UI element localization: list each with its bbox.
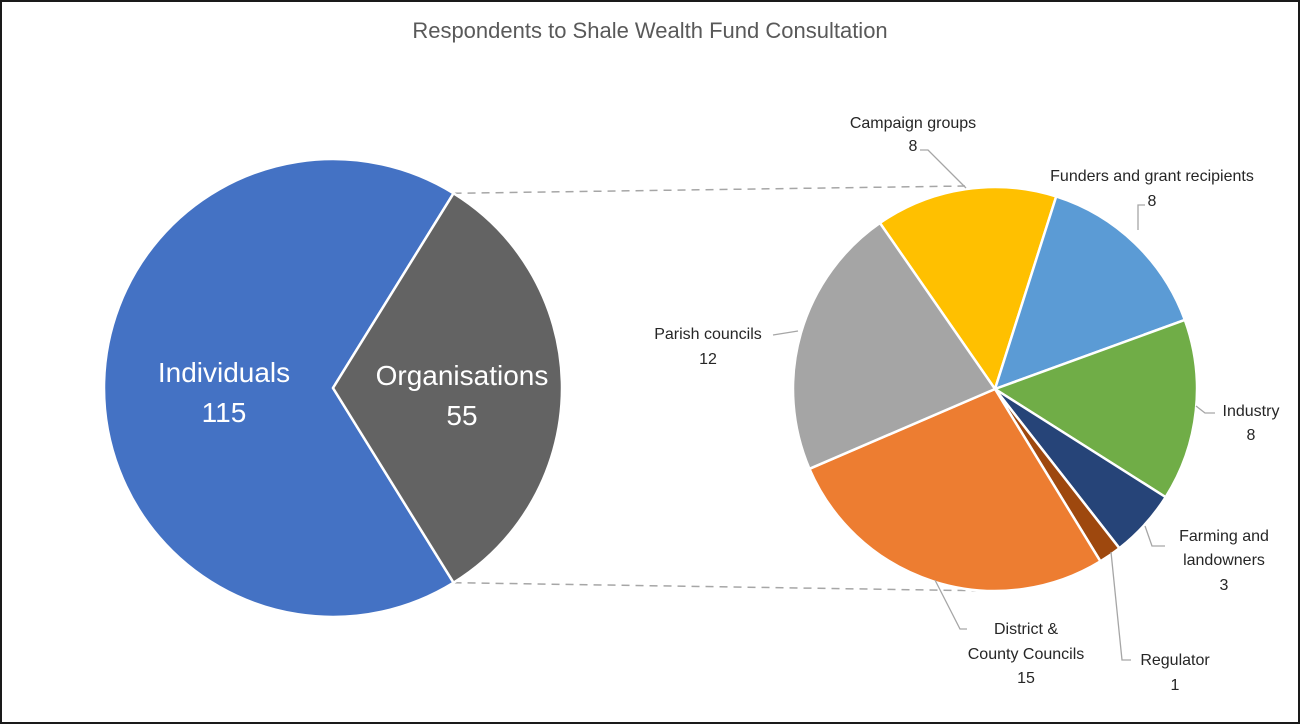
- connector-lines: [453, 185, 996, 592]
- label-parish-value: 12: [699, 351, 717, 368]
- slice-parish-councils: [791, 221, 997, 471]
- label-regulator-value: 1: [1171, 677, 1180, 694]
- label-individuals-name: Individuals: [158, 357, 290, 388]
- label-funders-value: 8: [1148, 193, 1157, 210]
- leader-industry: [1195, 405, 1215, 414]
- label-farming-value: 3: [1220, 577, 1229, 594]
- leader-farming: [1144, 525, 1165, 547]
- label-district-line2: County Councils: [968, 646, 1085, 663]
- leader-campaign: [920, 149, 967, 189]
- slice-district-county-councils: [808, 387, 1102, 593]
- connector-bottom: [453, 581, 996, 592]
- label-district-line1: District &: [994, 621, 1058, 638]
- leader-regulator: [1110, 551, 1131, 661]
- secondary-pie: [791, 185, 1199, 593]
- label-individuals-value: 115: [202, 397, 247, 428]
- label-farming-line1: Farming and: [1179, 528, 1269, 545]
- slice-organisations: [331, 192, 564, 584]
- chart-title: Respondents to Shale Wealth Fund Consult…: [412, 18, 888, 43]
- label-industry-value: 8: [1247, 427, 1256, 444]
- label-parish-name: Parish councils: [654, 326, 762, 343]
- slice-individuals: [102, 157, 455, 619]
- slice-funders-and-grant-recipients: [993, 195, 1187, 391]
- label-organisations-value: 55: [446, 400, 477, 431]
- label-regulator-name: Regulator: [1140, 652, 1210, 669]
- label-farming-line2: landowners: [1183, 552, 1265, 569]
- leader-parish: [772, 330, 799, 336]
- leader-funders: [1137, 204, 1145, 230]
- leader-district: [934, 579, 967, 630]
- primary-pie: [102, 157, 564, 619]
- connector-top: [453, 185, 966, 195]
- leader-lines: [772, 149, 1215, 661]
- label-funders-name: Funders and grant recipients: [1050, 168, 1254, 185]
- label-organisations-name: Organisations: [376, 360, 549, 391]
- label-campaign-name: Campaign groups: [850, 115, 976, 132]
- label-campaign-value: 8: [909, 138, 918, 155]
- label-district-value: 15: [1017, 670, 1035, 687]
- slice-industry: [993, 318, 1199, 499]
- label-industry-name: Industry: [1223, 403, 1280, 420]
- slice-campaign-groups: [878, 185, 1058, 391]
